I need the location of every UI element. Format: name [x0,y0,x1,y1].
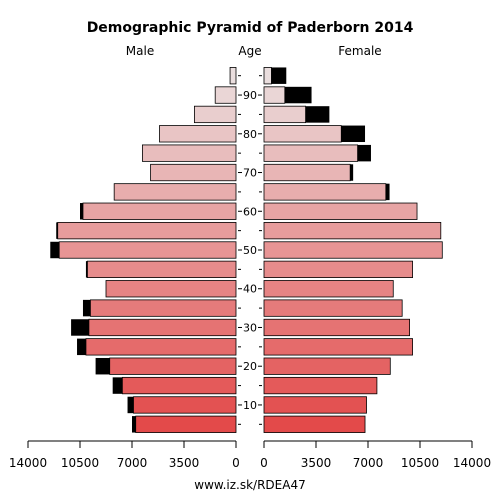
age-tick-label: 80 [243,128,257,141]
female-x-tick-label: 14000 [453,456,491,470]
female-bar-0-4 [263,415,366,433]
male-bar-85-89 [214,86,237,104]
male-bar-15-19 [109,357,237,375]
male-label: Male [126,44,154,58]
female-excess-85-89 [284,86,312,104]
female-label: Female [338,44,381,58]
male-bar-0-4 [135,415,237,433]
female-excess-75-79 [341,125,366,143]
male-excess-45-49 [50,241,60,259]
male-excess-30-34 [82,299,91,317]
female-bar-10-14 [263,376,378,395]
male-excess-40-44 [85,261,88,278]
female-bar-60-64 [263,183,387,201]
female-excess-90+ [271,67,287,84]
male-bar-45-49 [58,241,237,259]
axes: 14000 10500 7000 3500 0 0 3500 7000 10500 14000 10… [9,75,491,470]
female-bars [263,67,443,433]
female-x-tick-label: 0 [260,456,268,470]
male-bar-5-9 [133,396,237,414]
age-tick-label: 40 [243,283,257,296]
chart-title: Demographic Pyramid of Paderborn 2014 [87,20,414,36]
female-x-tick-label: 3500 [301,456,332,470]
age-tick-label: 50 [243,244,257,257]
male-excess-55-59 [80,203,83,220]
male-x-tick-label: 7000 [117,456,148,470]
male-bar-75-79 [159,125,237,143]
female-bar-35-39 [263,280,394,298]
female-bar-15-19 [263,357,391,375]
male-excess-15-19 [95,357,110,375]
male-bar-80-84 [193,105,237,124]
male-bar-25-29 [88,318,237,337]
female-excess-60-64 [385,183,390,201]
female-bar-20-24 [263,338,413,356]
female-excess-65-69 [350,164,354,181]
male-bar-55-59 [82,202,237,220]
female-bar-75-79 [263,125,342,143]
female-bar-40-44 [263,260,413,278]
age-tick-label: 70 [243,167,257,180]
male-excess-0-4 [132,416,136,433]
male-excess-25-29 [71,319,89,336]
age-tick-label: 20 [243,360,257,373]
male-bar-90+ [229,67,237,85]
male-bars [50,67,237,433]
male-bar-35-39 [105,280,237,298]
female-bar-65-69 [263,163,351,182]
male-excess-5-9 [127,396,134,414]
age-label: Age [238,44,261,58]
male-bar-20-24 [85,338,237,356]
footer-source: www.iz.sk/RDEA47 [194,478,306,492]
female-bar-5-9 [263,396,367,414]
female-excess-70-74 [357,144,371,162]
male-excess-10-14 [112,377,123,394]
male-bar-60-64 [113,183,237,201]
male-x-tick-label: 0 [232,456,240,470]
male-x-tick-label: 14000 [9,456,47,470]
female-bar-90+ [263,67,272,85]
male-x-tick-label: 10500 [61,456,99,470]
female-bar-70-74 [263,144,358,162]
age-tick-label: 60 [243,205,257,218]
female-x-tick-label: 10500 [401,456,439,470]
female-bar-80-84 [263,105,306,124]
female-bar-45-49 [263,241,443,259]
female-excess-80-84 [305,106,330,123]
age-tick-label: 30 [243,321,257,334]
male-excess-20-24 [77,338,86,356]
female-bar-55-59 [263,202,418,220]
female-bar-25-29 [263,318,411,337]
male-bar-70-74 [141,144,237,162]
male-bar-65-69 [150,163,237,182]
male-bar-50-54 [57,221,237,240]
female-bar-30-34 [263,299,403,317]
age-tick-label: 90 [243,89,257,102]
male-bar-30-34 [90,299,237,317]
male-bar-10-14 [121,376,237,395]
male-x-tick-label: 3500 [169,456,200,470]
male-excess-50-54 [56,222,58,239]
male-bar-40-44 [87,260,237,278]
age-tick-label: 10 [243,399,257,412]
female-bar-50-54 [263,221,442,240]
female-x-tick-label: 7000 [353,456,384,470]
female-bar-85-89 [263,86,286,104]
